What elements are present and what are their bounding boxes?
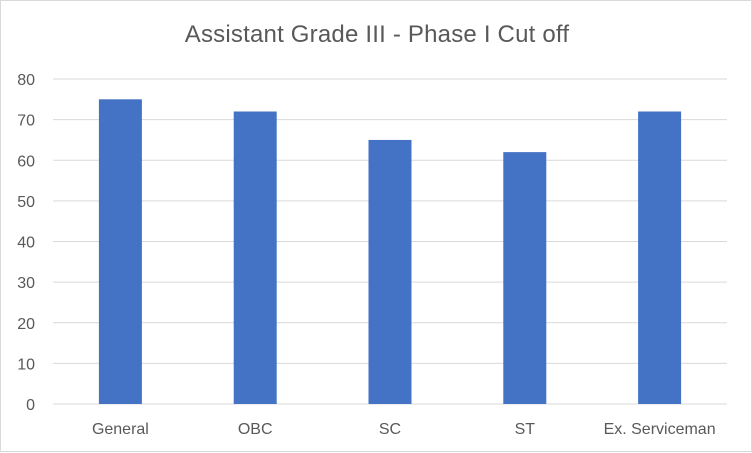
x-tick-label: General: [92, 421, 149, 438]
y-tick-label: 0: [26, 397, 35, 414]
bar: [638, 111, 682, 404]
bar: [98, 99, 142, 404]
y-tick-label: 80: [17, 72, 35, 89]
x-tick-label: SC: [379, 421, 401, 438]
y-tick-label: 70: [17, 113, 35, 130]
y-tick-label: 30: [17, 275, 35, 292]
y-tick-label: 60: [17, 153, 35, 170]
x-tick-label: Ex. Serviceman: [604, 421, 716, 438]
bar: [233, 111, 277, 404]
y-tick-label: 20: [17, 316, 35, 333]
chart-title: Assistant Grade III - Phase I Cut off: [184, 21, 570, 48]
x-tick-label: ST: [515, 421, 536, 438]
x-tick-label: OBC: [238, 421, 273, 438]
y-tick-label: 40: [17, 235, 35, 252]
bar: [503, 152, 547, 404]
y-tick-label: 10: [17, 356, 35, 373]
bar: [368, 139, 412, 404]
y-tick-label: 50: [17, 194, 35, 211]
